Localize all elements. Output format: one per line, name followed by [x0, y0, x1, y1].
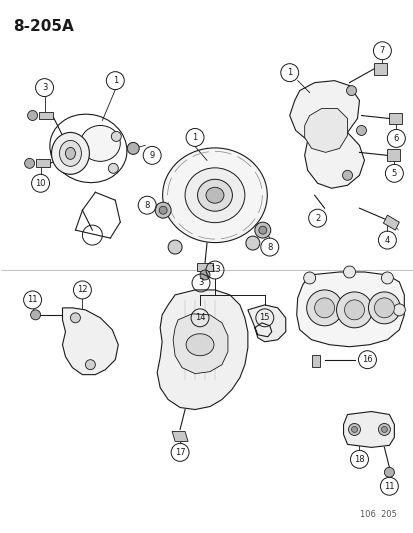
Polygon shape	[62, 308, 118, 375]
Text: 14: 14	[194, 313, 205, 322]
Text: 15: 15	[259, 313, 269, 322]
Ellipse shape	[185, 334, 214, 356]
Text: 16: 16	[361, 355, 372, 364]
Text: 1: 1	[112, 76, 118, 85]
Circle shape	[258, 226, 266, 234]
Polygon shape	[173, 314, 228, 374]
Circle shape	[348, 424, 360, 435]
Circle shape	[351, 426, 357, 432]
Circle shape	[356, 125, 366, 135]
Circle shape	[70, 313, 80, 323]
Circle shape	[28, 110, 38, 120]
Ellipse shape	[197, 179, 232, 211]
Circle shape	[384, 467, 394, 477]
Text: 3: 3	[198, 278, 203, 287]
Text: 5: 5	[391, 169, 396, 178]
Circle shape	[303, 272, 315, 284]
Polygon shape	[373, 63, 387, 75]
Text: 8-205A: 8-205A	[13, 19, 73, 34]
Circle shape	[168, 240, 182, 254]
Text: 6: 6	[393, 134, 398, 143]
Circle shape	[108, 163, 118, 173]
Polygon shape	[247, 305, 285, 342]
Polygon shape	[172, 431, 188, 441]
Circle shape	[127, 142, 139, 155]
Polygon shape	[157, 290, 247, 409]
Ellipse shape	[162, 148, 267, 243]
Text: 2: 2	[314, 214, 320, 223]
Text: 3: 3	[42, 83, 47, 92]
Circle shape	[373, 298, 394, 318]
Circle shape	[344, 300, 363, 320]
Circle shape	[380, 426, 387, 432]
Text: 9: 9	[149, 151, 154, 160]
Circle shape	[380, 272, 392, 284]
Polygon shape	[311, 354, 319, 367]
Ellipse shape	[65, 148, 75, 159]
Polygon shape	[382, 215, 399, 230]
Text: 11: 11	[383, 482, 394, 491]
Circle shape	[254, 222, 270, 238]
Polygon shape	[387, 149, 399, 161]
Circle shape	[24, 158, 35, 168]
Text: 8: 8	[144, 201, 150, 209]
Polygon shape	[296, 272, 404, 347]
Circle shape	[199, 270, 209, 280]
Circle shape	[111, 132, 121, 141]
Circle shape	[336, 292, 372, 328]
Ellipse shape	[206, 187, 223, 203]
Text: 12: 12	[77, 285, 88, 294]
Text: 7: 7	[379, 46, 384, 55]
Polygon shape	[38, 111, 52, 119]
Polygon shape	[289, 80, 363, 188]
Text: 18: 18	[353, 455, 364, 464]
Circle shape	[159, 206, 167, 214]
Circle shape	[342, 171, 351, 180]
Text: 4: 4	[384, 236, 389, 245]
Text: 8: 8	[266, 243, 272, 252]
Text: 11: 11	[27, 295, 38, 304]
Ellipse shape	[59, 140, 81, 166]
Polygon shape	[304, 109, 347, 152]
Circle shape	[392, 304, 404, 316]
Text: 10: 10	[35, 179, 46, 188]
Circle shape	[155, 202, 171, 218]
Circle shape	[346, 86, 356, 95]
Polygon shape	[389, 112, 401, 125]
Polygon shape	[197, 263, 212, 271]
Text: 17: 17	[174, 448, 185, 457]
Circle shape	[377, 424, 389, 435]
Ellipse shape	[80, 125, 120, 161]
Circle shape	[85, 360, 95, 370]
Text: 106  205: 106 205	[360, 510, 396, 519]
Circle shape	[306, 290, 342, 326]
Polygon shape	[36, 159, 50, 167]
Text: 1: 1	[286, 68, 292, 77]
Polygon shape	[343, 411, 394, 447]
Ellipse shape	[185, 168, 244, 223]
Circle shape	[314, 298, 334, 318]
Circle shape	[343, 266, 355, 278]
Circle shape	[368, 292, 399, 324]
Circle shape	[31, 310, 40, 320]
Circle shape	[245, 236, 259, 250]
Text: 1: 1	[192, 133, 197, 142]
Text: 13: 13	[209, 265, 220, 274]
Ellipse shape	[51, 133, 89, 174]
